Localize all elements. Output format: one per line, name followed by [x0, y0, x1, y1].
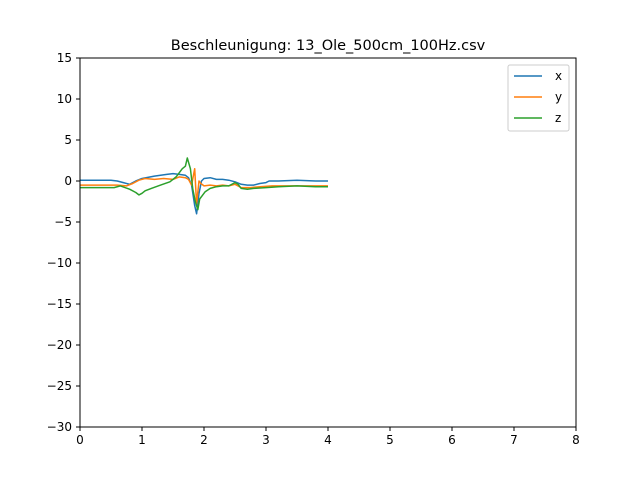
y-tick-label: −25 — [47, 379, 72, 393]
x-tick-label: 6 — [448, 433, 456, 447]
legend-label-z: z — [555, 111, 561, 125]
x-tick-label: 1 — [138, 433, 146, 447]
series-line-y — [80, 167, 328, 205]
y-tick-label: 15 — [57, 51, 72, 65]
y-axis: 15 10 5 0 −5 −10 −15 −20 −25 −30 — [47, 51, 80, 434]
legend: xyz — [507, 64, 570, 132]
x-tick-label: 8 — [572, 433, 580, 447]
x-tick-label: 5 — [386, 433, 394, 447]
legend-label-y: y — [555, 90, 562, 104]
y-tick-label: 5 — [64, 133, 72, 147]
y-tick-label: −15 — [47, 297, 72, 311]
series-layer — [80, 157, 328, 215]
x-tick-label: 7 — [510, 433, 518, 447]
y-tick-label: −30 — [47, 420, 72, 434]
y-tick-label: 0 — [64, 174, 72, 188]
y-tick-label: −5 — [54, 215, 72, 229]
x-tick-label: 3 — [262, 433, 270, 447]
x-tick-label: 0 — [76, 433, 84, 447]
series-line-z — [80, 157, 328, 211]
x-tick-label: 2 — [200, 433, 208, 447]
y-tick-label: 10 — [57, 92, 72, 106]
y-tick-label: −10 — [47, 256, 72, 270]
series-line-x — [80, 172, 328, 215]
legend-label-x: x — [555, 69, 562, 83]
x-axis: 0 1 2 3 4 5 6 7 8 — [76, 427, 580, 447]
legend-box — [507, 64, 570, 132]
chart-title: Beschleunigung: 13_Ole_500cm_100Hz.csv — [171, 38, 486, 54]
x-tick-label: 4 — [324, 433, 332, 447]
y-tick-label: −20 — [47, 338, 72, 352]
